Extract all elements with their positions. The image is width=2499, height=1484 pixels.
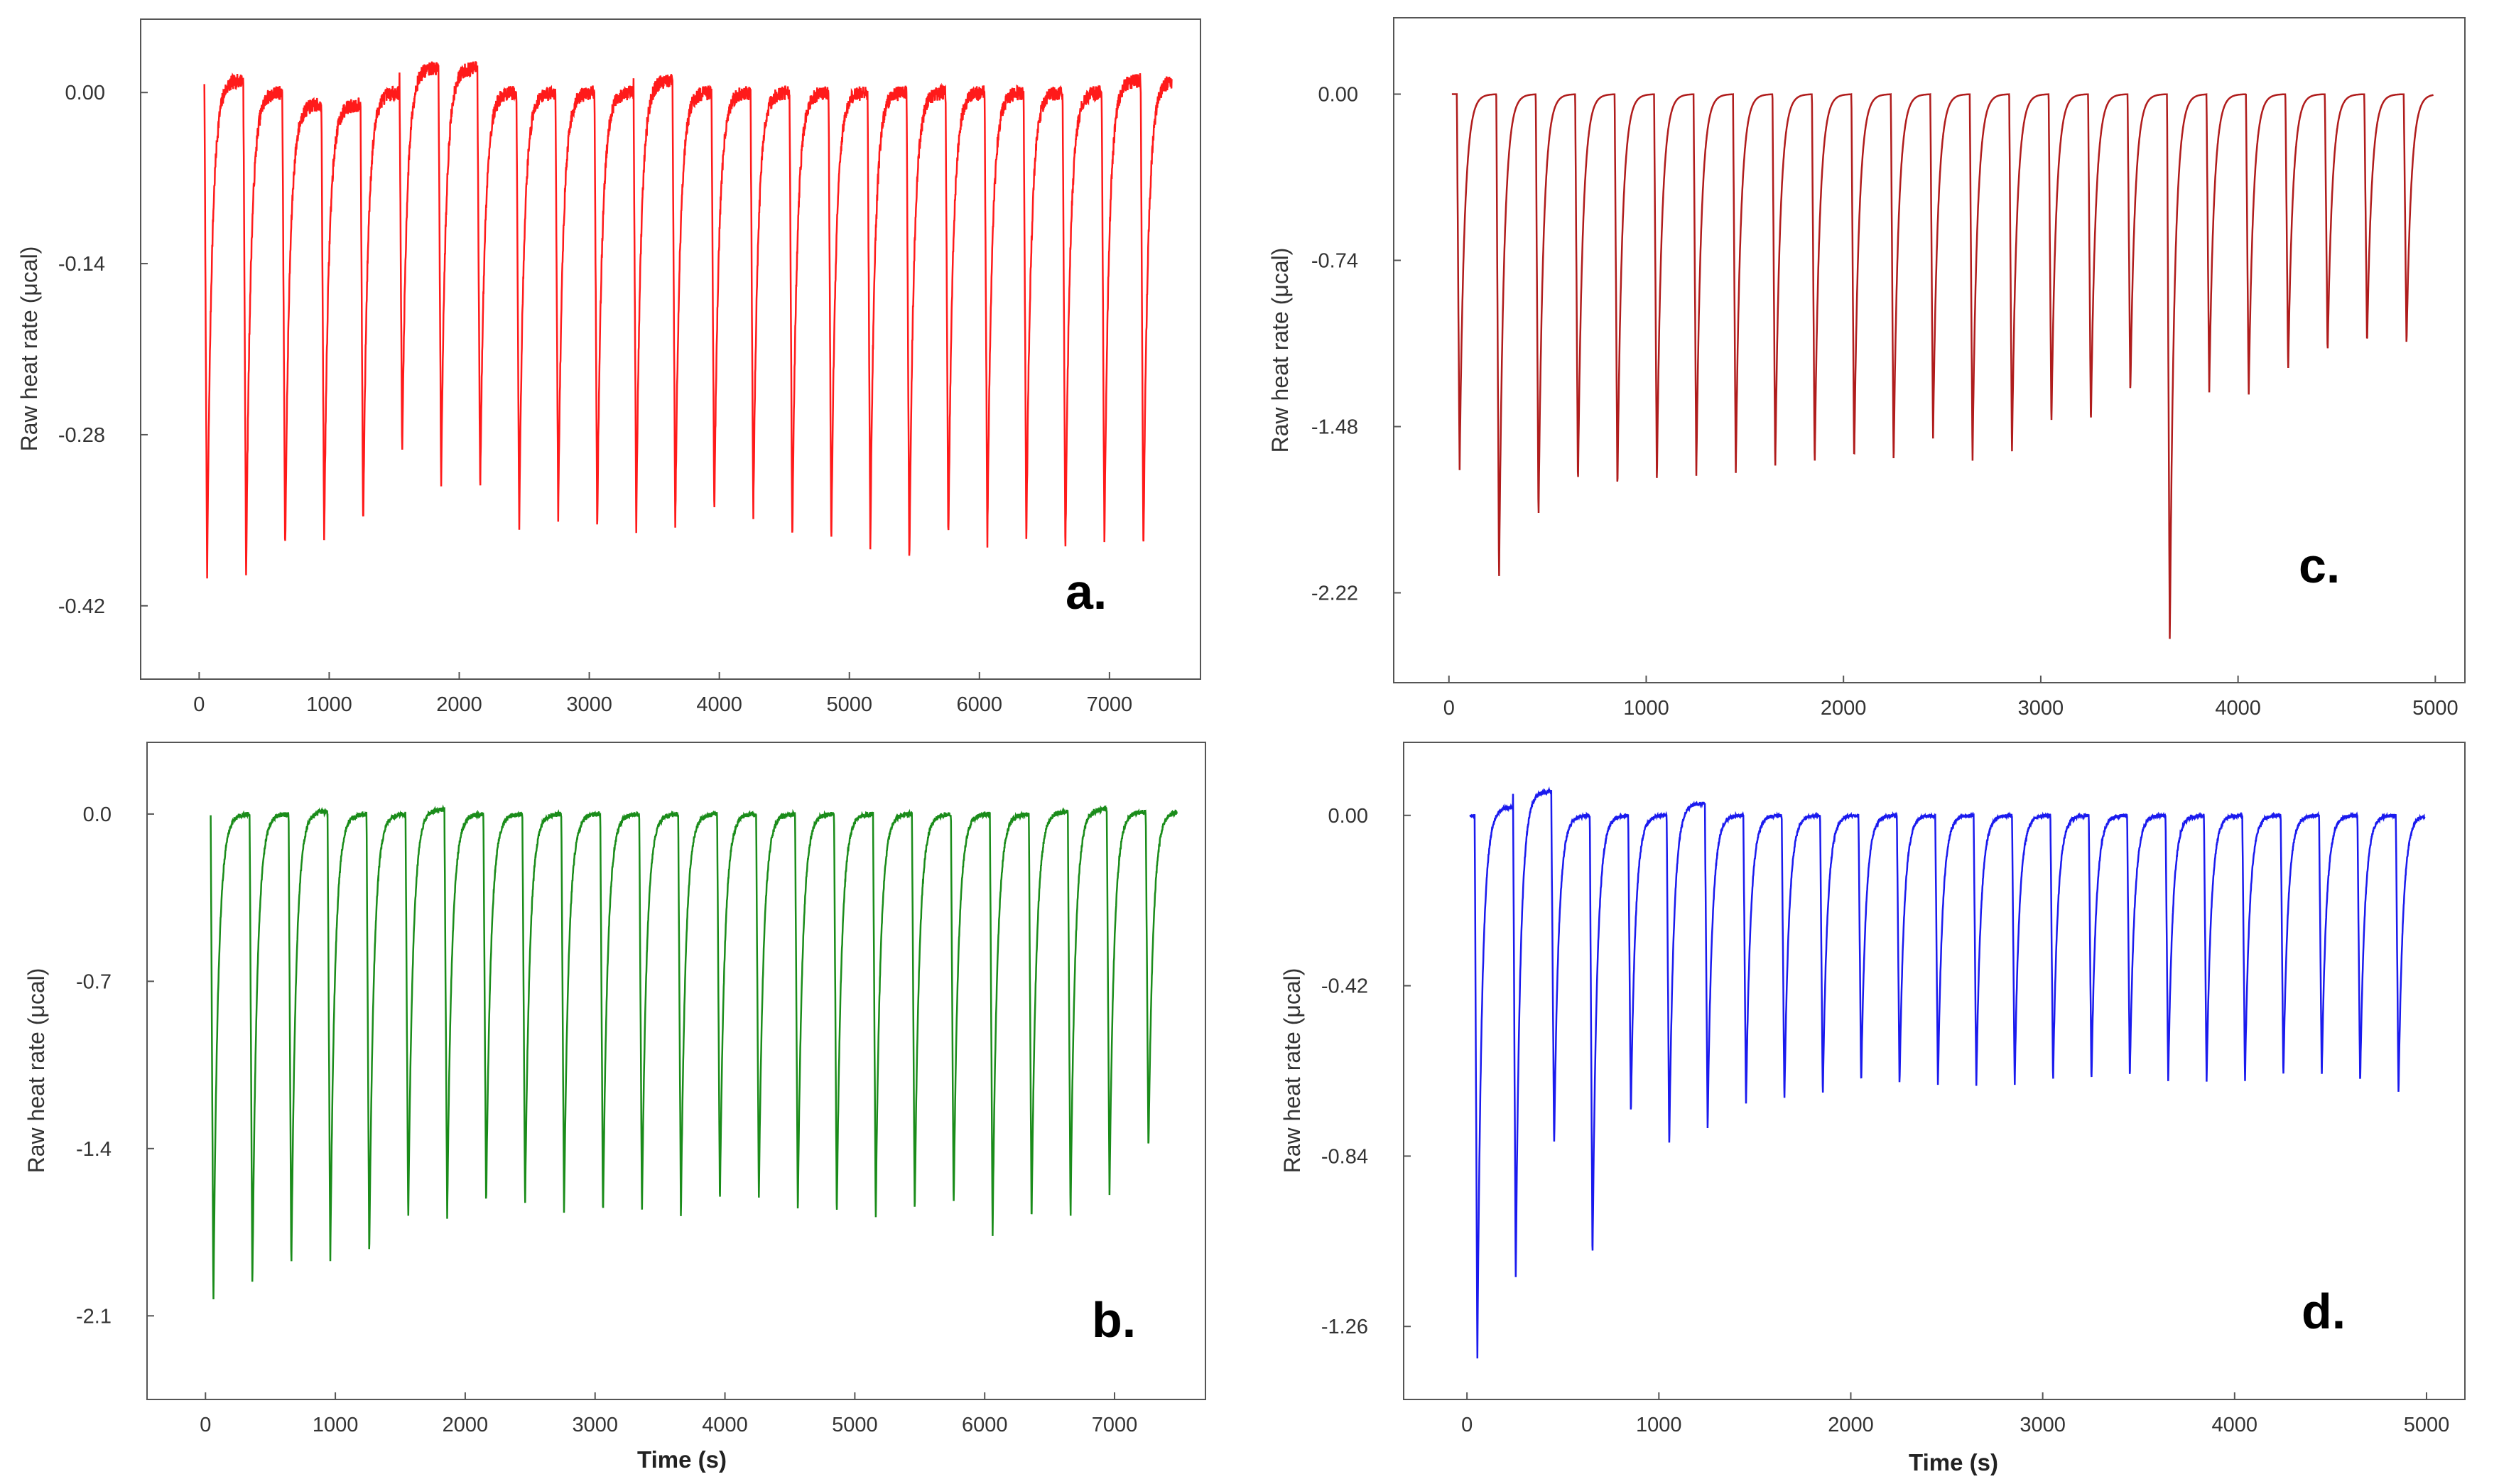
y-axis-label: Raw heat rate (μcal)	[16, 247, 42, 452]
panel-letter: d.	[2302, 1284, 2346, 1339]
plot-frame	[140, 18, 1201, 680]
x-tick-label: 0	[193, 693, 205, 716]
x-tick-label: 5000	[2404, 1414, 2450, 1436]
panel-letter: b.	[1092, 1292, 1136, 1348]
x-tick-label: 6000	[957, 693, 1003, 716]
x-ticks: 0 1000 2000 3000 4000 5000	[1461, 1392, 2449, 1436]
x-ticks: 0 1000 2000 3000 4000 5000	[1443, 676, 2459, 720]
x-tick-label: 3000	[566, 693, 612, 716]
x-ticks: 0 1000 2000 3000 4000 5000 6000 7000	[200, 1392, 1137, 1436]
x-tick-label: 0	[1443, 697, 1455, 720]
x-tick-label: 1000	[1636, 1414, 1682, 1436]
y-ticks: 0.00 -0.14 -0.28 -0.42	[58, 82, 148, 618]
x-tick-label: 7000	[1087, 693, 1133, 716]
x-tick-label: 1000	[313, 1414, 359, 1436]
y-tick-label: -0.28	[58, 424, 105, 447]
x-tick-label: 3000	[2020, 1414, 2066, 1436]
x-tick-label: 5000	[832, 1414, 878, 1436]
panel-c: 0.00 -0.74 -1.48 -2.22 0 1000 2000 3000 4000 500…	[1267, 17, 2466, 720]
x-tick-label: 0	[200, 1414, 211, 1436]
y-tick-label: -0.14	[58, 253, 105, 276]
x-tick-label: 1000	[1623, 697, 1669, 720]
x-tick-label: 7000	[1092, 1414, 1138, 1436]
y-tick-label: -1.48	[1311, 416, 1358, 439]
y-tick-label: -2.1	[76, 1305, 112, 1328]
x-tick-label: 4000	[2212, 1414, 2258, 1436]
heat-rate-trace	[1451, 92, 2434, 639]
y-ticks: 0.00 -0.74 -1.48 -2.22	[1311, 84, 1401, 605]
x-tick-label: 2000	[1828, 1414, 1874, 1436]
heat-rate-trace	[210, 804, 1178, 1300]
y-tick-label: -0.42	[58, 595, 105, 618]
x-tick-label: 4000	[2215, 697, 2261, 720]
y-tick-label: -1.26	[1321, 1316, 1368, 1338]
plot-frame	[1393, 17, 2466, 683]
x-tick-label: 5000	[826, 693, 872, 716]
panel-letter: a.	[1066, 564, 1107, 619]
x-axis-label: Time (s)	[637, 1446, 727, 1473]
heat-rate-trace	[203, 61, 1173, 579]
y-tick-label: -2.22	[1311, 583, 1358, 605]
x-tick-label: 2000	[436, 693, 482, 716]
heat-rate-trace	[1469, 786, 2426, 1359]
panel-a: 0.00 -0.14 -0.28 -0.42 0 1000 2000 3000 4000 500…	[16, 18, 1201, 716]
x-tick-label: 2000	[1821, 697, 1867, 720]
y-tick-label: -0.74	[1311, 250, 1358, 273]
x-tick-label: 3000	[572, 1414, 618, 1436]
x-tick-label: 1000	[306, 693, 352, 716]
x-tick-label: 4000	[702, 1414, 748, 1436]
x-ticks: 0 1000 2000 3000 4000 5000 6000 7000	[193, 672, 1132, 716]
x-axis-label: Time (s)	[1909, 1449, 1998, 1475]
y-tick-label: 0.00	[65, 82, 105, 104]
y-tick-label: -0.84	[1321, 1145, 1368, 1168]
y-tick-label: -0.42	[1321, 975, 1368, 998]
y-axis-label: Raw heat rate (μcal)	[1267, 248, 1293, 453]
y-tick-label: -0.7	[76, 970, 112, 993]
y-axis-label: Raw heat rate (μcal)	[1279, 968, 1305, 1174]
panel-b: 0.0 -0.7 -1.4 -2.1 0 1000 2000 3000 4000 5000 600…	[23, 742, 1206, 1473]
x-tick-label: 4000	[696, 693, 742, 716]
x-tick-label: 2000	[443, 1414, 489, 1436]
y-ticks: 0.00 -0.42 -0.84 -1.26	[1321, 805, 1411, 1338]
y-ticks: 0.0 -0.7 -1.4 -2.1	[76, 803, 154, 1328]
y-tick-label: 0.00	[1328, 805, 1368, 828]
panel-letter: c.	[2299, 538, 2340, 593]
x-tick-label: 3000	[2018, 697, 2064, 720]
y-tick-label: -1.4	[76, 1138, 112, 1161]
y-tick-label: 0.0	[83, 803, 112, 826]
plot-frame	[1403, 742, 2466, 1400]
y-tick-label: 0.00	[1318, 84, 1358, 107]
x-tick-label: 5000	[2412, 697, 2459, 720]
panel-d: 0.00 -0.42 -0.84 -1.26 0 1000 2000 3000 4000 500…	[1279, 742, 2466, 1475]
x-tick-label: 6000	[962, 1414, 1008, 1436]
y-axis-label: Raw heat rate (μcal)	[23, 968, 49, 1174]
x-tick-label: 0	[1461, 1414, 1473, 1436]
plot-frame	[146, 742, 1206, 1400]
